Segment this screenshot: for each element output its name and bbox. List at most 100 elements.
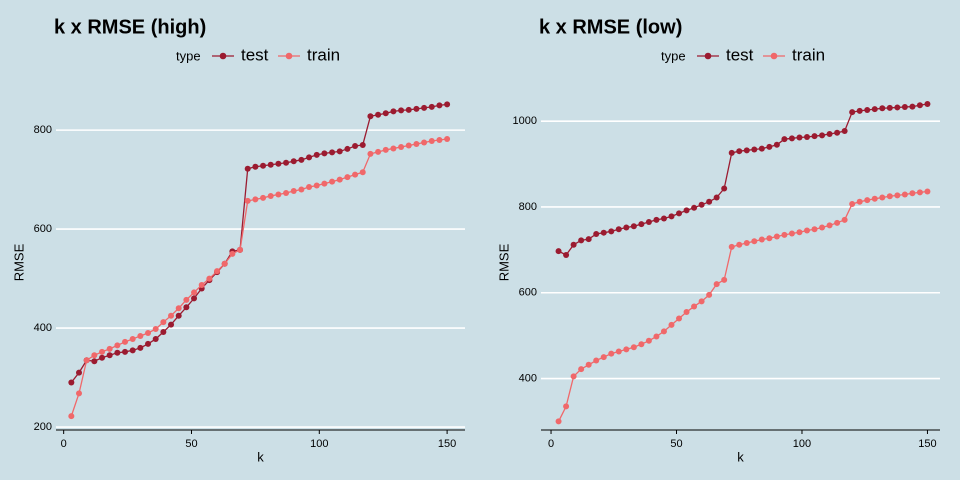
point (713, 194, 720, 201)
point (660, 328, 667, 335)
y-tick-label: 400 (34, 322, 52, 334)
point (585, 361, 592, 368)
legend-label: test (726, 45, 754, 64)
point (645, 218, 652, 225)
y-axis-label: RMSE (496, 243, 511, 281)
point (421, 104, 428, 111)
point (645, 337, 652, 344)
point (871, 106, 878, 113)
point (359, 141, 366, 148)
legend-dot (704, 52, 712, 60)
point (660, 215, 667, 222)
y-tick-label: 600 (34, 223, 52, 235)
point (382, 146, 389, 153)
point (283, 189, 290, 196)
point (405, 106, 412, 113)
y-tick-label: 800 (34, 124, 52, 136)
x-axis-label: k (737, 449, 744, 464)
point (275, 191, 282, 198)
point (229, 250, 236, 257)
point (436, 102, 443, 109)
point (706, 291, 713, 298)
point (413, 105, 420, 112)
point (901, 191, 908, 198)
point (563, 251, 570, 258)
point (615, 348, 622, 355)
point (336, 148, 343, 155)
point (114, 342, 121, 349)
point (638, 221, 645, 228)
point (122, 338, 129, 345)
point (623, 346, 630, 353)
point (916, 189, 923, 196)
point (398, 107, 405, 114)
point (160, 329, 167, 336)
point (160, 319, 167, 326)
point (871, 195, 878, 202)
point (578, 237, 585, 244)
point (608, 228, 615, 235)
point (275, 160, 282, 167)
point (344, 145, 351, 152)
y-tick-label: 600 (519, 287, 537, 299)
point (252, 196, 259, 203)
x-tick-label: 0 (61, 438, 67, 450)
y-tick-label: 400 (519, 372, 537, 384)
point (221, 260, 228, 267)
point (267, 192, 274, 199)
point (290, 158, 297, 165)
point (290, 187, 297, 194)
point (214, 268, 221, 275)
point (145, 340, 152, 347)
legend-label: train (792, 45, 825, 64)
point (578, 366, 585, 373)
point (841, 128, 848, 135)
x-tick-label: 150 (438, 438, 456, 450)
point (856, 107, 863, 114)
point (600, 229, 607, 236)
point (367, 150, 374, 157)
point (91, 352, 98, 359)
point (68, 413, 75, 420)
point (653, 333, 660, 340)
point (773, 233, 780, 240)
point (106, 345, 113, 352)
point (864, 197, 871, 204)
point (168, 321, 175, 328)
point (83, 357, 90, 364)
point (352, 142, 359, 149)
point (683, 207, 690, 214)
point (563, 403, 570, 410)
point (152, 326, 159, 333)
point (826, 222, 833, 229)
x-tick-label: 50 (670, 438, 682, 450)
point (421, 139, 428, 146)
point (886, 104, 893, 111)
point (826, 131, 833, 138)
point (706, 198, 713, 205)
point (841, 216, 848, 223)
point (698, 298, 705, 305)
point (321, 180, 328, 187)
legend-title: type (661, 48, 686, 63)
point (736, 148, 743, 155)
point (879, 194, 886, 201)
point (306, 184, 313, 191)
point (653, 216, 660, 223)
point (375, 111, 382, 118)
point (811, 226, 818, 233)
legend-label: train (307, 45, 340, 64)
point (909, 190, 916, 197)
point (766, 235, 773, 242)
point (329, 149, 336, 156)
chart-title: k x RMSE (high) (54, 16, 206, 38)
legend-title: type (176, 48, 201, 63)
point (781, 136, 788, 143)
point (901, 104, 908, 111)
point (191, 295, 198, 302)
point (811, 133, 818, 140)
point (367, 113, 374, 120)
point (751, 146, 758, 153)
point (428, 138, 435, 145)
